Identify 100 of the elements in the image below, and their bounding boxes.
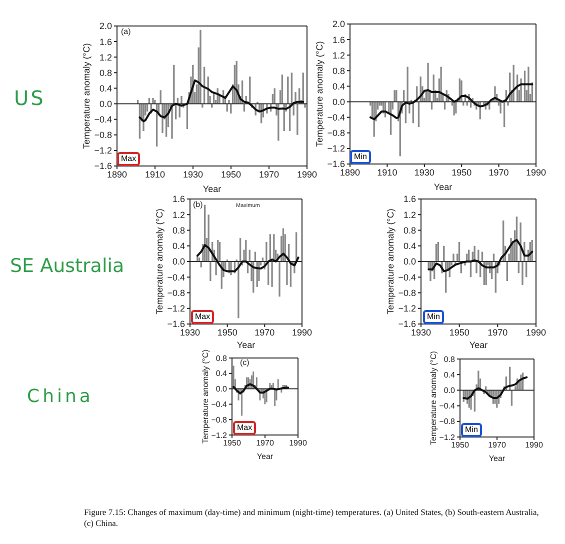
- x-tick-label: 1950: [452, 167, 472, 178]
- x-tick-label: 1930: [414, 167, 434, 178]
- annotation: (c): [240, 358, 250, 368]
- y-tick-label: −1.2: [211, 430, 228, 440]
- y-tick-label: −0.4: [327, 112, 345, 123]
- y-tick-label: 0.0: [403, 256, 416, 267]
- x-tick-label: 1910: [144, 169, 166, 180]
- x-tick-label: 1930: [182, 169, 204, 180]
- y-tick-label: 0.4: [172, 241, 185, 252]
- x-tick-label: 1930: [410, 327, 432, 338]
- x-tick-label: 1970: [488, 167, 509, 178]
- text: China: [27, 386, 94, 407]
- x-axis-title: Year: [434, 182, 452, 192]
- x-tick-label: 1990: [526, 167, 546, 178]
- y-tick-label: 0.8: [99, 68, 112, 78]
- y-tick-label: 0.0: [99, 98, 112, 109]
- y-tick-label: −0.8: [439, 417, 456, 426]
- annotation: Max: [117, 152, 140, 166]
- annotation: (b): [193, 200, 203, 210]
- y-tick-label: −0.4: [211, 400, 228, 410]
- y-tick-label: −0.8: [167, 288, 185, 298]
- x-tick-label: 1970: [488, 440, 506, 450]
- annotation: Min: [423, 310, 444, 324]
- y-tick-label: 0.0: [444, 386, 456, 396]
- y-tick-label: −1.2: [167, 304, 185, 314]
- y-axis-title: Temperature anomaly (°C): [428, 350, 438, 445]
- y-tick-label: 1.6: [332, 34, 345, 45]
- y-tick-label: −0.4: [94, 114, 112, 125]
- x-tick-label: 1990: [289, 438, 308, 448]
- x-tick-label: 1890: [340, 167, 360, 178]
- x-tick-label: 1990: [296, 169, 318, 180]
- x-tick-label: 1990: [292, 327, 312, 338]
- y-tick-label: 0.8: [444, 354, 456, 364]
- y-tick-label: −1.2: [398, 304, 416, 314]
- y-tick-label: 1.2: [403, 210, 416, 220]
- x-tick-label: 1950: [223, 438, 242, 448]
- y-axis-title: Temperature anomaly (°C): [386, 208, 396, 314]
- x-tick-label: 1910: [377, 167, 398, 178]
- annotation: Max: [233, 421, 256, 435]
- x-tick-label: 1930: [180, 327, 200, 338]
- annotation: (a): [121, 27, 131, 37]
- y-tick-label: −0.4: [167, 272, 185, 282]
- y-tick-label: 1.6: [403, 194, 416, 204]
- x-tick-label: 1950: [451, 440, 470, 450]
- y-tick-label: 1.2: [332, 50, 345, 60]
- x-tick-label: 1950: [449, 327, 470, 338]
- y-tick-label: −1.2: [94, 146, 112, 156]
- y-axis-title: Temperature anomaly (°C): [82, 43, 92, 149]
- y-tick-label: 1.2: [99, 52, 112, 62]
- text: SE Australia: [10, 255, 124, 277]
- y-tick-label: 0.8: [172, 225, 185, 236]
- y-tick-label: −1.2: [439, 432, 456, 442]
- x-tick-label: 1970: [258, 169, 280, 180]
- y-tick-label: 0.8: [332, 66, 345, 76]
- caption: Figure 7.15: Changes of maximum (day-time) and minimum (night-time) temperatures. (a) United States, (b) South-eastern Australia, (c) China.: [84, 507, 540, 530]
- y-tick-label: 0.0: [172, 256, 185, 267]
- y-tick-label: −0.8: [398, 288, 416, 298]
- y-tick-label: 0.4: [216, 369, 228, 378]
- y-tick-label: 2.0: [99, 21, 112, 32]
- x-axis-title: Year: [488, 454, 506, 463]
- y-tick-label: 0.4: [403, 241, 416, 252]
- y-tick-label: 2.0: [332, 19, 345, 30]
- y-tick-label: 0.4: [332, 81, 345, 92]
- y-tick-label: −0.8: [94, 130, 112, 140]
- x-tick-label: 1890: [106, 169, 128, 180]
- x-axis-title: Year: [469, 340, 488, 350]
- annotation: Max: [191, 310, 214, 324]
- y-tick-label: −0.8: [327, 128, 345, 138]
- x-axis-title: Year: [256, 452, 274, 461]
- y-tick-label: −1.6: [167, 319, 185, 330]
- y-tick-label: −1.6: [327, 159, 345, 170]
- y-tick-label: 0.8: [403, 225, 416, 236]
- y-tick-label: −1.6: [398, 319, 416, 330]
- y-tick-label: −1.2: [327, 144, 345, 154]
- y-axis-title: Temperature anomaly (°C): [200, 349, 210, 444]
- y-tick-label: −0.4: [439, 402, 456, 411]
- y-tick-label: 1.2: [172, 210, 185, 220]
- y-tick-label: 0.4: [99, 83, 112, 94]
- text: US: [14, 86, 46, 110]
- x-tick-label: 1970: [254, 327, 275, 338]
- y-tick-label: −1.6: [94, 161, 112, 172]
- y-tick-label: −0.4: [398, 272, 416, 282]
- x-tick-label: 1970: [488, 327, 508, 338]
- y-tick-label: 0.8: [216, 354, 228, 363]
- x-tick-label: 1970: [256, 438, 274, 448]
- y-tick-label: 1.6: [99, 36, 112, 47]
- y-axis-title: Temperature anomaly (°C): [154, 208, 165, 314]
- x-tick-label: 1990: [525, 440, 544, 450]
- y-tick-label: 1.6: [172, 194, 185, 204]
- y-axis-title: Temperature anomaly (°C): [314, 41, 325, 147]
- x-tick-label: 1950: [220, 169, 242, 180]
- x-tick-label: 1950: [217, 327, 238, 338]
- annotation: Min: [461, 423, 482, 437]
- x-axis-title: Year: [202, 184, 222, 194]
- annotation: Min: [350, 150, 371, 164]
- y-tick-label: −0.8: [211, 415, 228, 424]
- y-tick-label: 0.0: [216, 384, 228, 394]
- x-tick-label: 1990: [526, 327, 546, 338]
- x-axis-title: Year: [236, 340, 256, 350]
- y-tick-label: 0.4: [444, 370, 456, 380]
